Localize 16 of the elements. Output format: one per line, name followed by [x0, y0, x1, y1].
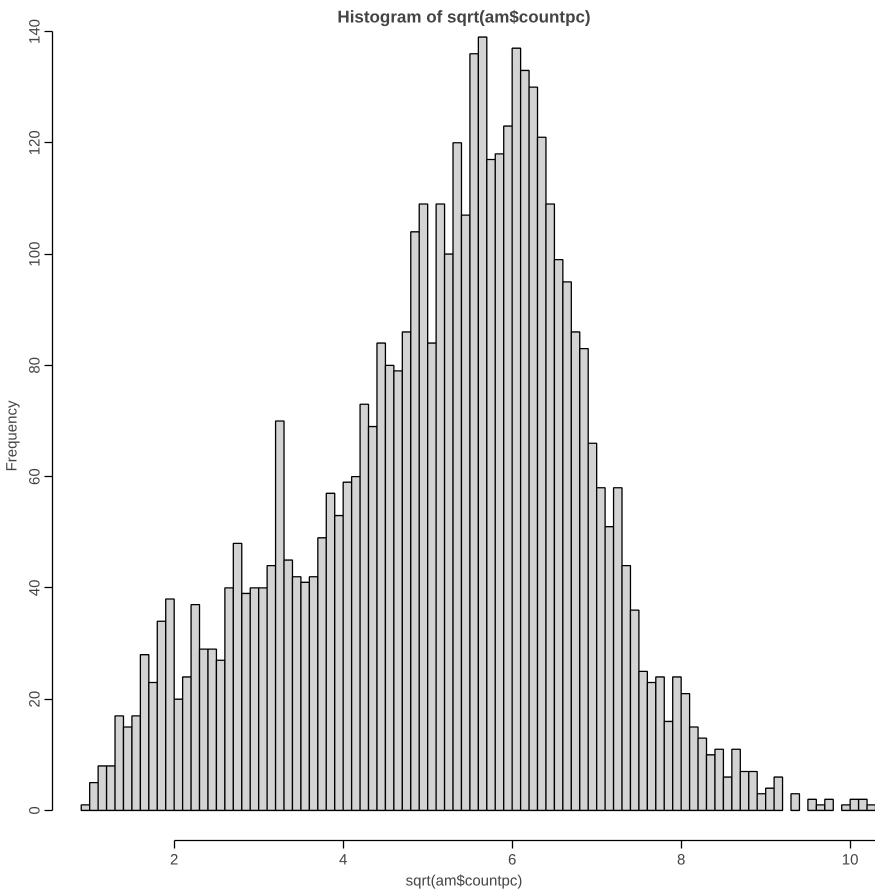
- x-tick-label: 2: [170, 852, 178, 868]
- x-axis-title: sqrt(am$countpc): [406, 872, 522, 890]
- y-tick-label: 100: [26, 242, 44, 267]
- y-tick-label: 60: [26, 468, 44, 485]
- x-tick-label: 8: [676, 852, 686, 868]
- y-tick-label: 120: [26, 130, 44, 156]
- y-tick-label: 80: [26, 356, 44, 374]
- x-tick-label: 6: [508, 852, 516, 868]
- y-tick-label: 20: [26, 690, 44, 708]
- x-tick-label: 4: [339, 852, 348, 868]
- y-tick-label: 140: [26, 18, 44, 44]
- y-tick-label: 40: [26, 580, 44, 596]
- chart-title: Histogram of sqrt(am$countpc): [337, 8, 591, 26]
- y-axis-title: Frequency: [4, 400, 20, 472]
- x-tick-label: 10: [842, 852, 858, 868]
- y-tick-label: 0: [26, 806, 44, 815]
